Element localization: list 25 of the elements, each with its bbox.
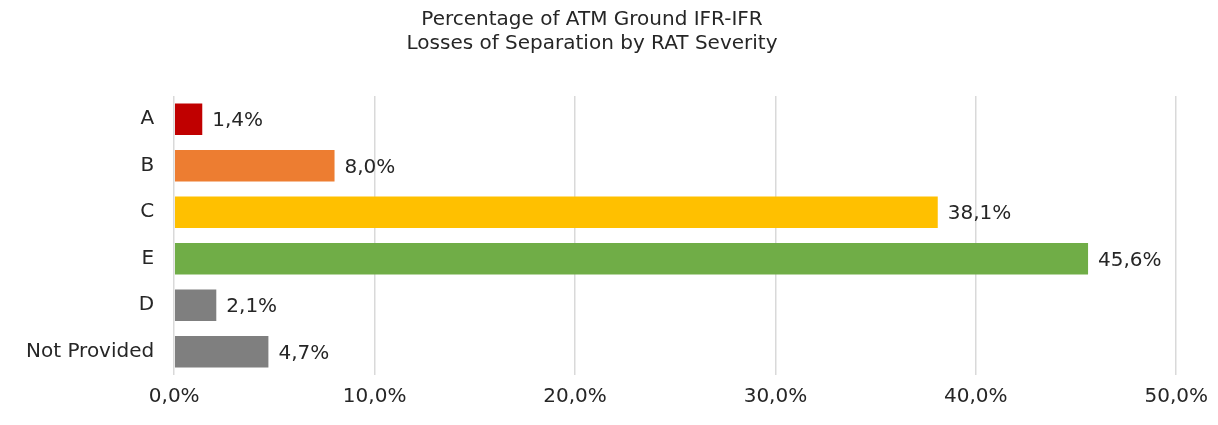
y-tick-label: B	[140, 151, 155, 176]
bar	[174, 196, 938, 229]
x-tick-label: 50,0%	[1144, 383, 1209, 408]
x-tick-label: 0,0%	[148, 383, 200, 408]
x-tick-label: 40,0%	[944, 383, 1008, 408]
bar	[174, 335, 269, 368]
data-label: 45,6%	[1098, 246, 1162, 271]
data-label: 8,0%	[344, 153, 396, 178]
data-label: 38,1%	[947, 200, 1012, 225]
bar	[174, 242, 1089, 275]
data-label: 4,7%	[278, 339, 330, 364]
bar	[174, 103, 203, 136]
data-label: 2,1%	[226, 293, 278, 318]
data-label: 1,4%	[212, 107, 264, 132]
y-tick-label: Not Provided	[25, 337, 155, 362]
x-tick-label: 10,0%	[342, 383, 407, 408]
chart-title: Percentage of ATM Ground IFR-IFR Losses of Separation by RAT Severity	[406, 6, 778, 55]
bar	[174, 289, 217, 322]
y-tick-label: A	[140, 105, 155, 130]
bar	[174, 149, 335, 182]
y-tick-label: D	[138, 291, 155, 316]
x-tick-label: 20,0%	[543, 383, 607, 408]
y-tick-label: E	[141, 244, 155, 269]
y-tick-label: C	[140, 198, 155, 223]
x-tick-label: 30,0%	[743, 383, 808, 408]
